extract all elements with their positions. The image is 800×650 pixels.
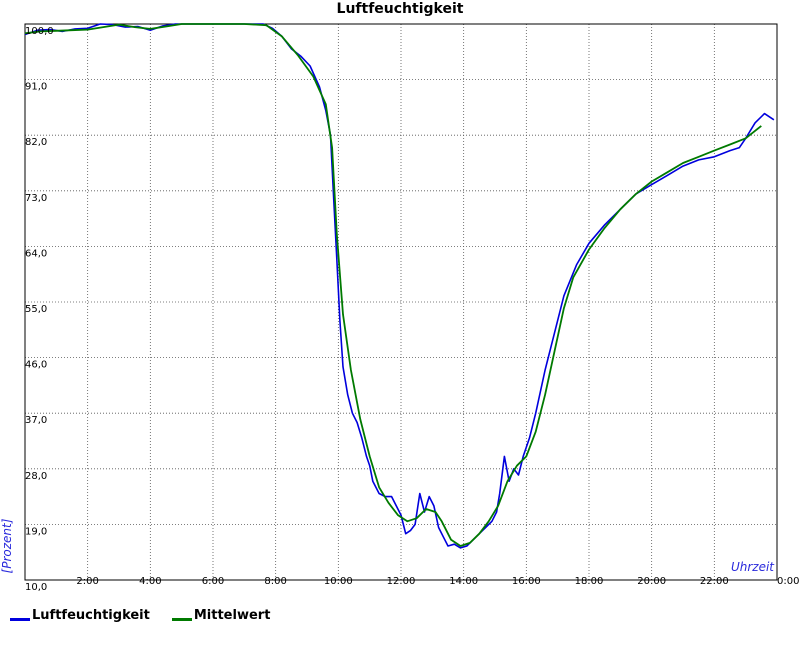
x-tick-label: 16:00 xyxy=(512,576,541,587)
x-tick-label: 10:00 xyxy=(324,576,353,587)
legend-label-luftfeuchtigkeit: Luftfeuchtigkeit xyxy=(32,608,150,623)
x-tick-label: 4:00 xyxy=(139,576,161,587)
y-tick-label: 91,0 xyxy=(25,82,47,93)
x-tick-label: 14:00 xyxy=(449,576,478,587)
x-tick-label: 18:00 xyxy=(575,576,604,587)
x-tick-label: 0:00 xyxy=(777,576,799,587)
y-axis-label: [Prozent] xyxy=(0,518,14,573)
y-tick-label: 55,0 xyxy=(25,304,47,315)
series-line-mittelwert xyxy=(24,23,762,547)
y-tick-label: 19,0 xyxy=(25,526,47,537)
chart-title: Luftfeuchtigkeit xyxy=(337,1,464,17)
series-group xyxy=(24,23,775,549)
x-tick-label: 22:00 xyxy=(700,576,729,587)
y-tick-label: 82,0 xyxy=(25,137,47,148)
y-tick-label: 28,0 xyxy=(25,471,47,482)
y-tick-label: 37,0 xyxy=(25,415,47,426)
grid xyxy=(25,24,777,580)
y-tick-label: 46,0 xyxy=(25,360,47,371)
tick-labels: 10,0 19,0 28,0 37,0 46,0 55,0 64,0 73,0 82,0 91,0… xyxy=(25,26,799,593)
legend-item-luftfeuchtigkeit: Luftfeuchtigkeit xyxy=(10,608,150,623)
series-line-luftfeuchtigkeit xyxy=(24,23,775,549)
legend-label-mittelwert: Mittelwert xyxy=(193,608,271,623)
plot-area xyxy=(24,23,778,581)
legend-swatch-mittelwert xyxy=(171,617,192,621)
y-tick-label: 73,0 xyxy=(25,193,47,204)
y-tick-label: 64,0 xyxy=(25,248,47,259)
x-tick-label: 20:00 xyxy=(637,576,666,587)
x-tick-label: 8:00 xyxy=(264,576,286,587)
x-tick-label: 6:00 xyxy=(202,576,224,587)
x-tick-label: 12:00 xyxy=(387,576,416,587)
x-tick-label: 2:00 xyxy=(76,576,98,587)
y-tick-label: 10,0 xyxy=(25,582,47,593)
legend-swatch-luftfeuchtigkeit xyxy=(10,617,30,621)
y-tick-label: 100,0 xyxy=(25,26,54,37)
legend-item-mittelwert: Mittelwert xyxy=(171,608,271,623)
legend: Luftfeuchtigkeit Mittelwert xyxy=(10,608,292,623)
x-axis-label: Uhrzeit xyxy=(731,560,775,574)
